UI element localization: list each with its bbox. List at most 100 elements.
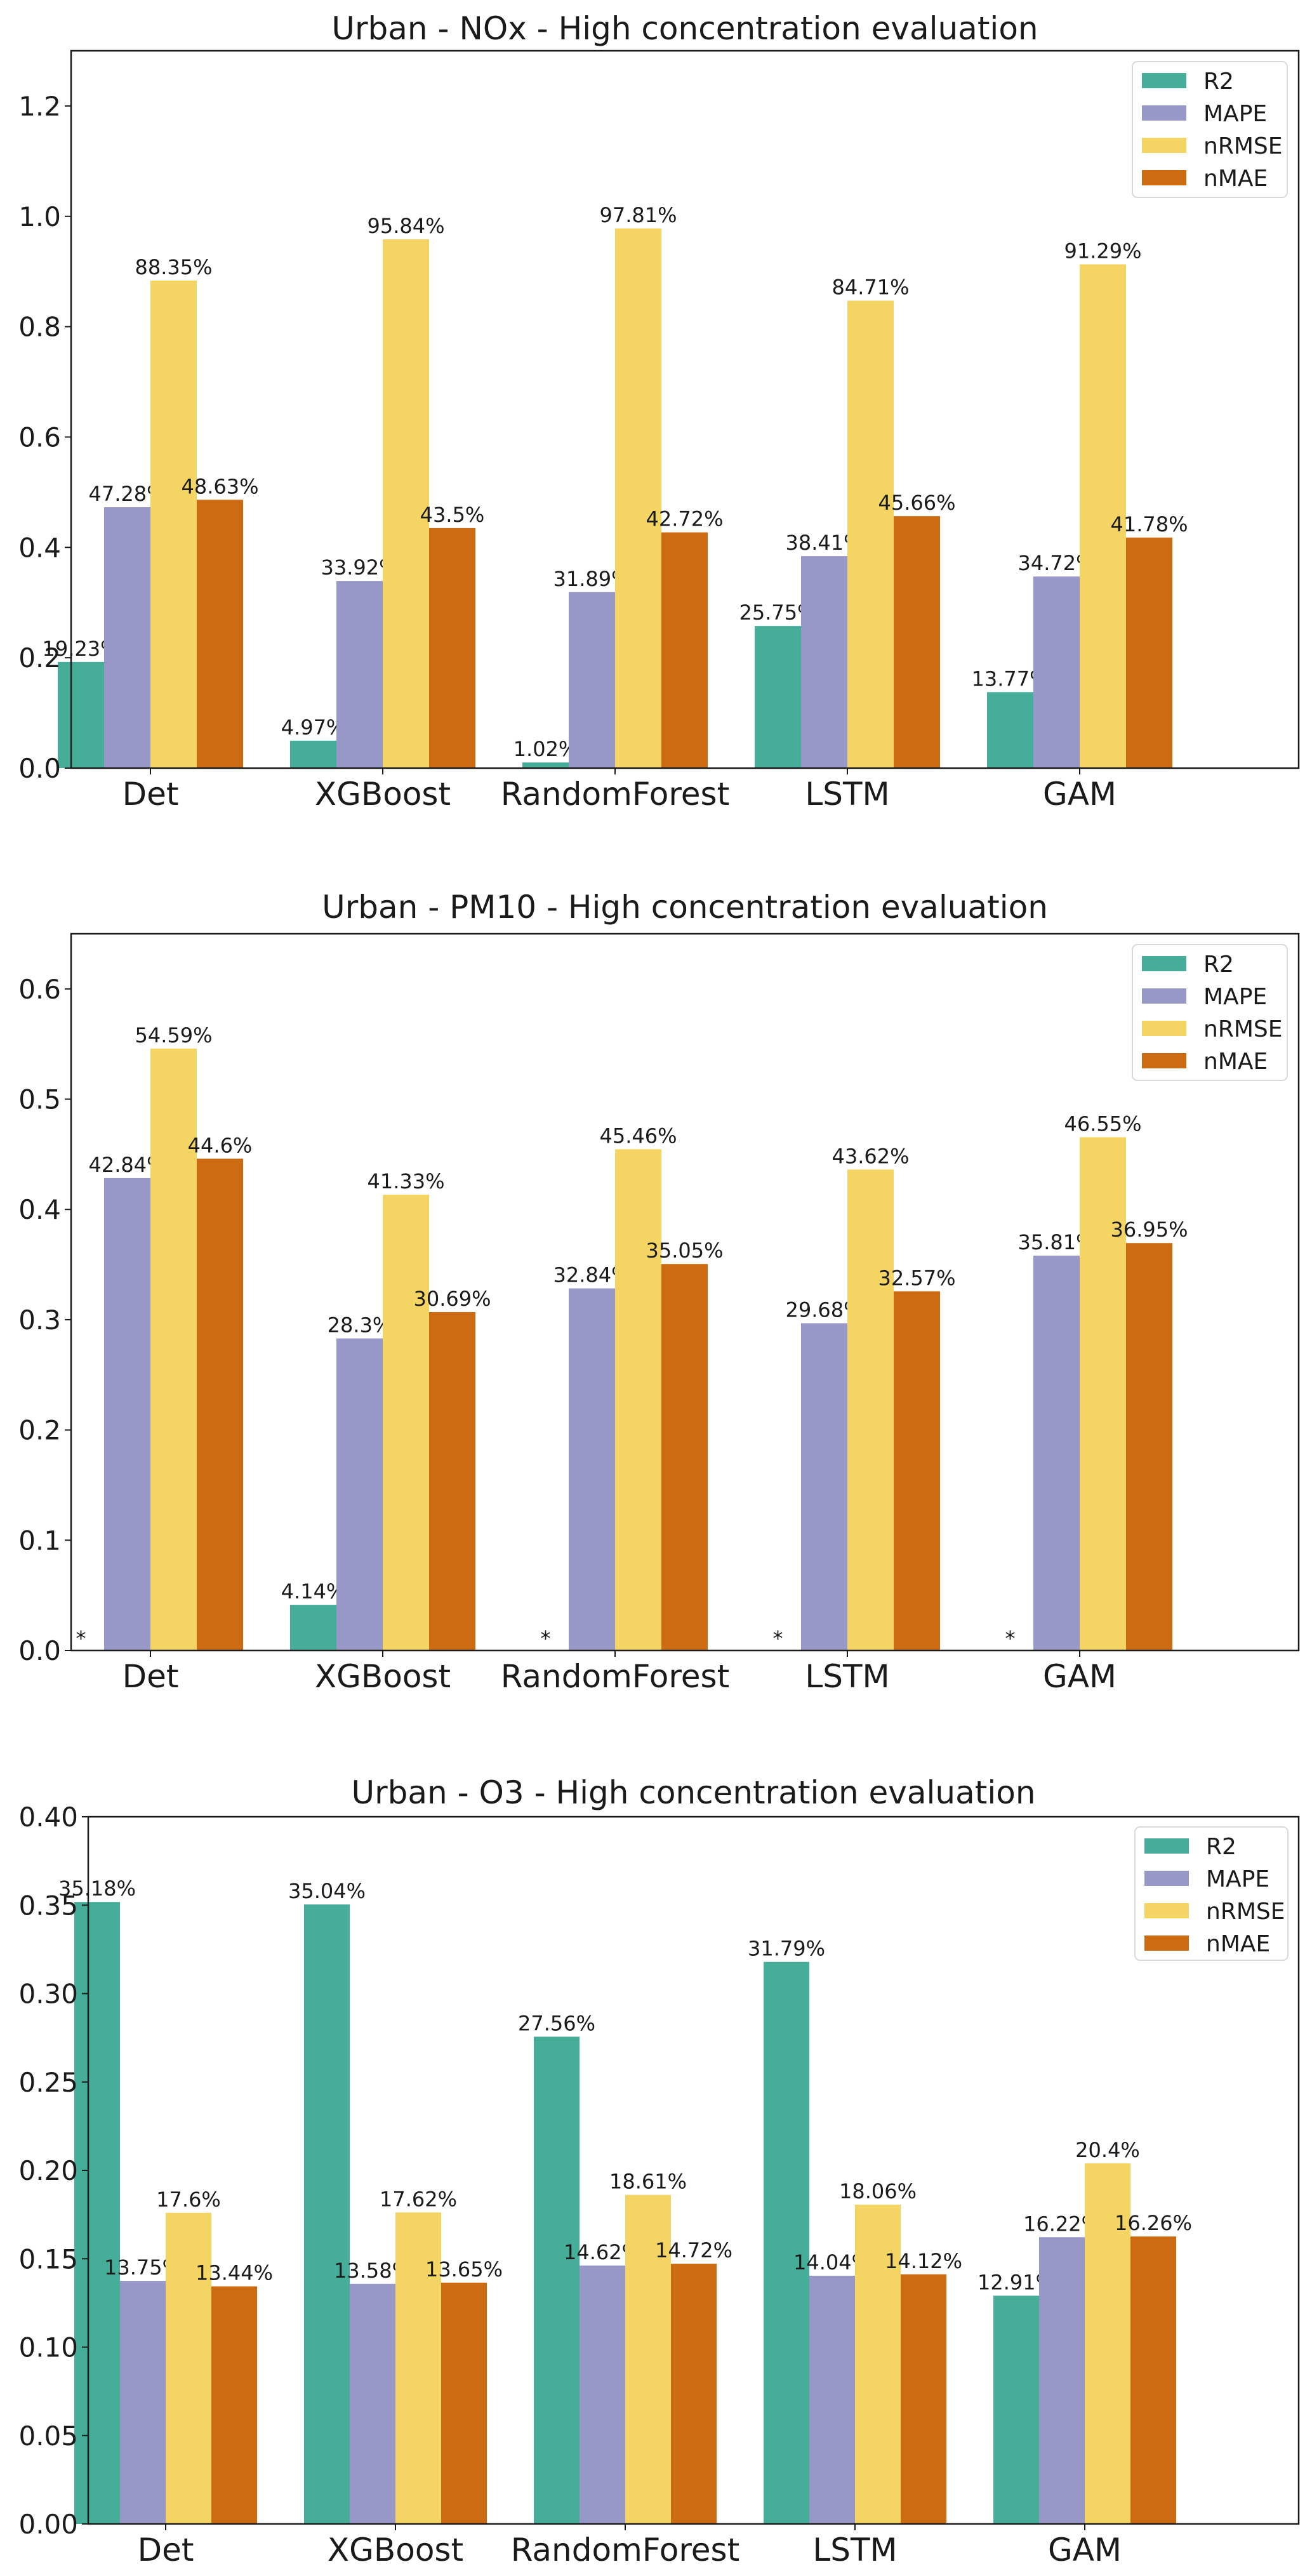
y-tick-label: 0.0 [18, 753, 61, 784]
value-label: 88.35% [135, 255, 212, 279]
legend-label: nMAE [1203, 166, 1268, 192]
legend-label: R2 [1206, 1834, 1236, 1860]
bar-r2-lstm [764, 1962, 809, 2524]
legend-swatch-mape [1142, 988, 1186, 1004]
legend-label: MAPE [1206, 1866, 1269, 1892]
y-tick-label: 0.2 [18, 1415, 61, 1446]
bar-nrmse-lstm [847, 300, 894, 768]
bar-nmae-det [197, 500, 243, 768]
bar-nmae-gam [1126, 1243, 1172, 1650]
y-tick-label: 0.30 [18, 1979, 78, 2010]
bar-nmae-xgboost [429, 528, 475, 768]
bar-nmae-randomforest [671, 2264, 717, 2524]
value-label: 4.14% [281, 1579, 346, 1603]
bar-mape-lstm [801, 556, 847, 768]
value-label: 35.05% [646, 1238, 723, 1263]
missing-value-marker: * [76, 1626, 86, 1650]
value-label: 97.81% [599, 203, 677, 227]
x-tick-label: Det [123, 776, 179, 813]
value-label: 32.57% [878, 1266, 955, 1290]
y-tick-label: 0.1 [18, 1525, 61, 1556]
value-label: 43.62% [832, 1144, 909, 1168]
value-label: 18.61% [609, 2170, 687, 2194]
legend-label: R2 [1203, 69, 1234, 95]
y-tick-label: 0.20 [18, 2155, 78, 2186]
chart-title: Urban - PM10 - High concentration evalua… [322, 889, 1048, 926]
bar-nmae-xgboost [429, 1311, 475, 1650]
axes-frame [70, 933, 1300, 1652]
x-tick-label: LSTM [812, 2532, 897, 2568]
legend-label: MAPE [1203, 101, 1267, 127]
bar-mape-xgboost [336, 1338, 383, 1650]
chart-title: Urban - NOx - High concentration evaluat… [331, 10, 1038, 47]
bar-mape-gam [1033, 576, 1080, 768]
bar-nrmse-gam [1085, 2163, 1130, 2524]
bar-nrmse-det [166, 2212, 211, 2524]
value-label: 44.6% [188, 1133, 253, 1157]
missing-value-marker: * [1005, 1626, 1016, 1650]
y-tick-label: 1.2 [18, 91, 61, 122]
y-tick-label: 0.6 [18, 422, 61, 453]
legend-swatch-nmae [1144, 1935, 1189, 1951]
bar-nmae-randomforest [661, 532, 708, 768]
y-tick-label: 0.10 [18, 2332, 78, 2363]
x-tick-label: GAM [1043, 1658, 1117, 1695]
bar-nrmse-xgboost [383, 1195, 429, 1650]
x-tick-label: Det [123, 1658, 179, 1695]
value-label: 84.71% [832, 276, 909, 300]
bar-r2-det [74, 1902, 120, 2524]
legend-swatch-nrmse [1142, 138, 1186, 153]
value-label: 18.06% [839, 2179, 917, 2203]
legend: R2 MAPE nRMSE nMAE [1134, 1826, 1289, 1961]
bar-nrmse-det [150, 281, 197, 768]
value-label: 35.04% [288, 1879, 366, 1903]
x-tick-label: RandomForest [511, 2532, 739, 2568]
value-label: 14.12% [885, 2249, 962, 2273]
bar-nrmse-xgboost [383, 239, 429, 769]
bar-r2-randomforest [534, 2036, 580, 2524]
value-label: 31.79% [748, 1937, 825, 1961]
y-tick-label: 0.15 [18, 2243, 78, 2274]
bar-mape-gam [1033, 1256, 1080, 1650]
legend-box [1132, 61, 1288, 198]
bar-nmae-det [211, 2286, 257, 2524]
y-tick-label: 0.0 [18, 1635, 61, 1666]
bar-r2-gam [993, 2295, 1039, 2524]
value-label: 45.46% [599, 1124, 677, 1148]
bar-mape-lstm [801, 1323, 847, 1650]
bar-mape-randomforest [569, 592, 615, 768]
x-tick-label: LSTM [805, 776, 889, 813]
x-tick-label: XGBoost [315, 1658, 451, 1695]
value-label: 95.84% [367, 214, 444, 238]
y-tick-label: 0.40 [18, 1802, 78, 1833]
legend-swatch-mape [1144, 1871, 1189, 1886]
value-label: 35.18% [58, 1876, 136, 1901]
chart-panel-0: Urban - NOx - High concentration evaluat… [18, 10, 1300, 813]
bar-mape-gam [1039, 2237, 1085, 2524]
missing-value-marker: * [773, 1626, 783, 1650]
bar-mape-lstm [809, 2275, 855, 2524]
value-label: 36.95% [1110, 1218, 1188, 1242]
x-tick-label: RandomForest [501, 776, 729, 813]
legend-swatch-nrmse [1144, 1903, 1189, 1918]
value-label: 20.4% [1075, 2138, 1140, 2162]
legend-swatch-r2 [1144, 1838, 1189, 1854]
bar-r2-lstm [755, 626, 801, 768]
x-tick-label: GAM [1043, 776, 1117, 813]
bar-nmae-lstm [894, 516, 940, 768]
y-tick-label: 0.6 [18, 974, 61, 1005]
legend-label: nMAE [1203, 1049, 1268, 1075]
value-label: 41.33% [367, 1169, 444, 1193]
legend-swatch-r2 [1142, 73, 1186, 88]
legend: R2 MAPE nRMSE nMAE [1132, 61, 1288, 198]
value-label: 41.78% [1110, 512, 1188, 536]
legend-swatch-mape [1142, 105, 1186, 121]
chart-panel-1: Urban - PM10 - High concentration evalua… [18, 889, 1300, 1695]
y-tick-label: 0.05 [18, 2420, 78, 2452]
value-label: 91.29% [1064, 239, 1141, 263]
y-tick-label: 1.0 [18, 201, 61, 232]
value-label: 43.5% [420, 503, 485, 527]
y-tick-label: 0.8 [18, 312, 61, 343]
bar-r2-gam [987, 692, 1033, 768]
